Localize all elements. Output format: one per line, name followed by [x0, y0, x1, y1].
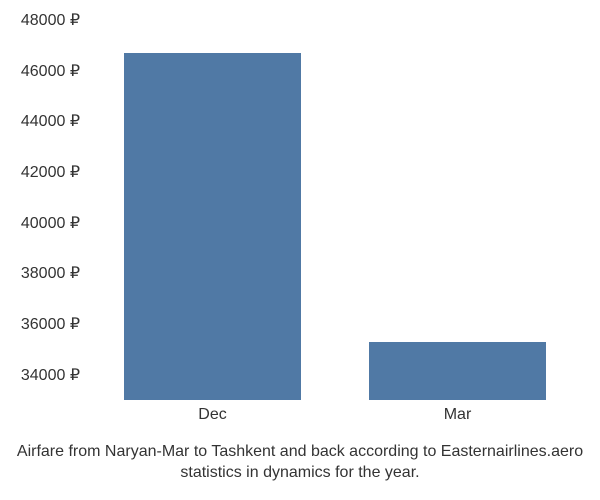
bar-dec — [124, 53, 300, 400]
y-tick-label: 38000 ₽ — [21, 263, 80, 283]
chart-caption: Airfare from Naryan-Mar to Tashkent and … — [0, 442, 600, 484]
y-tick-label: 42000 ₽ — [21, 162, 80, 182]
x-tick-label: Mar — [444, 406, 472, 424]
bar-mar — [369, 342, 545, 400]
y-tick-label: 48000 ₽ — [21, 10, 80, 30]
y-tick-label: 40000 ₽ — [21, 213, 80, 233]
y-tick-label: 36000 ₽ — [21, 314, 80, 334]
x-tick-label: Dec — [198, 406, 226, 424]
plot-area — [90, 20, 580, 400]
y-tick-label: 34000 ₽ — [21, 365, 80, 385]
y-tick-label: 44000 ₽ — [21, 111, 80, 131]
airfare-bar-chart: 34000 ₽ 36000 ₽ 38000 ₽ 40000 ₽ 42000 ₽ 44000… — [0, 0, 600, 500]
y-tick-label: 46000 ₽ — [21, 61, 80, 81]
